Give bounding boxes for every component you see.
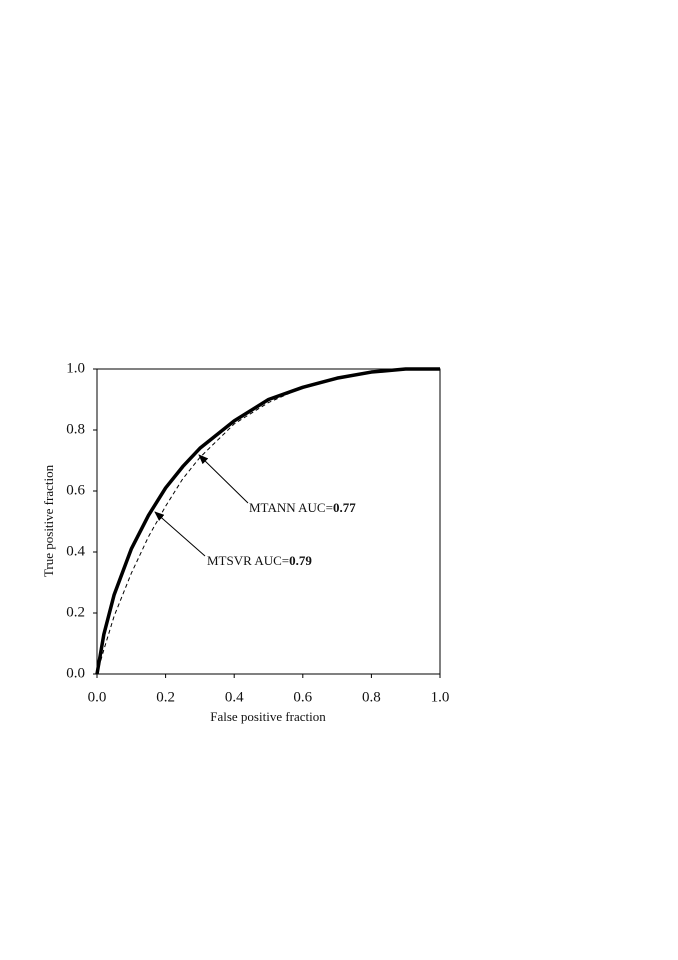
annotation-value: 0.79 bbox=[289, 553, 312, 568]
y-tick-label: 0.4 bbox=[66, 543, 85, 559]
x-tick-label: 0.2 bbox=[156, 689, 175, 705]
annotation-arrow bbox=[198, 454, 249, 504]
x-axis-label: False positive fraction bbox=[210, 709, 326, 724]
annotation: MTANN AUC=0.77 bbox=[249, 500, 356, 515]
y-tick-label: 1.0 bbox=[66, 360, 85, 376]
y-axis-label: True positive fraction bbox=[41, 464, 56, 577]
annotation-label: MTSVR AUC= bbox=[207, 553, 289, 568]
annotation-arrow bbox=[154, 511, 206, 557]
y-tick-label: 0.0 bbox=[66, 665, 85, 681]
annotation-label: MTANN AUC= bbox=[249, 500, 333, 515]
y-tick-label: 0.6 bbox=[66, 482, 85, 498]
x-tick-label: 1.0 bbox=[431, 689, 450, 705]
x-tick-label: 0.6 bbox=[293, 689, 312, 705]
annotation: MTSVR AUC=0.79 bbox=[207, 553, 312, 568]
annotation-value: 0.77 bbox=[333, 500, 356, 515]
x-tick-label: 0.4 bbox=[225, 689, 244, 705]
x-tick-label: 0.0 bbox=[88, 689, 107, 705]
plot-frame bbox=[96, 368, 441, 675]
roc-curve bbox=[96, 368, 440, 675]
y-tick-label: 0.2 bbox=[66, 604, 85, 620]
roc-curve bbox=[95, 367, 440, 675]
y-tick-label: 0.8 bbox=[66, 421, 85, 437]
x-tick-label: 0.8 bbox=[362, 689, 381, 705]
